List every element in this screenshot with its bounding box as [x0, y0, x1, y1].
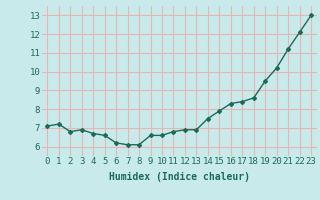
X-axis label: Humidex (Indice chaleur): Humidex (Indice chaleur): [109, 172, 250, 182]
